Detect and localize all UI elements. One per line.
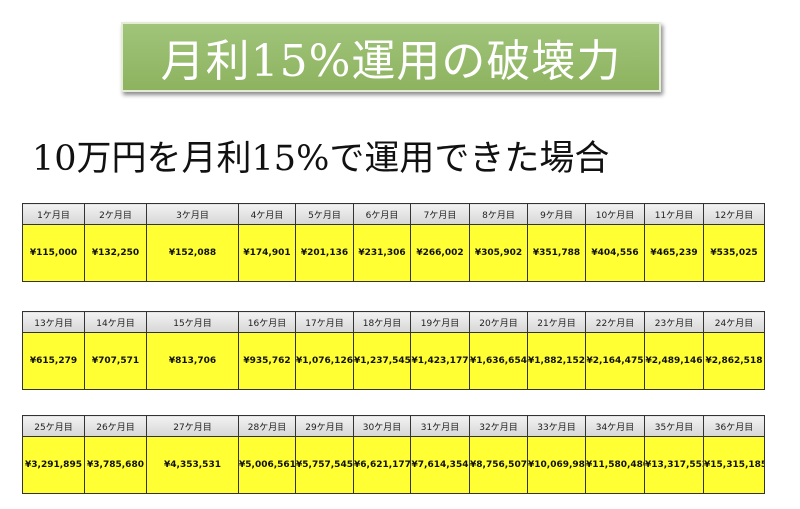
table-value-row: ¥115,000 ¥132,250 ¥152,088 ¥174,901 ¥201… bbox=[22, 224, 765, 282]
month-header-cell: 12ケ月目 bbox=[703, 203, 765, 225]
month-header-cell: 24ケ月目 bbox=[703, 311, 765, 333]
amount-cell: ¥1,423,177 bbox=[410, 332, 470, 390]
month-header-cell: 25ケ月目 bbox=[22, 415, 85, 437]
month-header-cell: 27ケ月目 bbox=[146, 415, 239, 437]
table-header-row: 1ケ月目 2ケ月目 3ケ月目 4ケ月目 5ケ月目 6ケ月目 7ケ月目 8ケ月目 … bbox=[22, 203, 765, 225]
amount-cell: ¥7,614,354 bbox=[410, 436, 470, 494]
amount-cell: ¥3,291,895 bbox=[22, 436, 85, 494]
amount-cell: ¥5,006,561 bbox=[238, 436, 296, 494]
amount-cell: ¥351,788 bbox=[527, 224, 586, 282]
table-value-row: ¥615,279 ¥707,571 ¥813,706 ¥935,762 ¥1,0… bbox=[22, 332, 765, 390]
month-header-cell: 7ケ月目 bbox=[410, 203, 470, 225]
month-header-cell: 33ケ月目 bbox=[527, 415, 586, 437]
amount-cell: ¥1,076,126 bbox=[295, 332, 354, 390]
amount-cell: ¥266,002 bbox=[410, 224, 470, 282]
amount-cell: ¥2,862,518 bbox=[703, 332, 765, 390]
month-header-cell: 9ケ月目 bbox=[527, 203, 586, 225]
month-header-cell: 29ケ月目 bbox=[295, 415, 354, 437]
month-header-cell: 19ケ月目 bbox=[410, 311, 470, 333]
month-header-cell: 1ケ月目 bbox=[22, 203, 85, 225]
month-table-2: 13ケ月目 14ケ月目 15ケ月目 16ケ月目 17ケ月目 18ケ月目 19ケ月… bbox=[22, 311, 765, 390]
month-header-cell: 8ケ月目 bbox=[469, 203, 528, 225]
month-header-cell: 14ケ月目 bbox=[84, 311, 147, 333]
amount-cell: ¥2,164,475 bbox=[585, 332, 645, 390]
amount-cell: ¥132,250 bbox=[84, 224, 147, 282]
amount-cell: ¥1,882,152 bbox=[527, 332, 586, 390]
amount-cell: ¥465,239 bbox=[644, 224, 704, 282]
table-value-row: ¥3,291,895 ¥3,785,680 ¥4,353,531 ¥5,006,… bbox=[22, 436, 765, 494]
month-header-cell: 34ケ月目 bbox=[585, 415, 645, 437]
amount-cell: ¥174,901 bbox=[238, 224, 296, 282]
month-header-cell: 13ケ月目 bbox=[22, 311, 85, 333]
month-header-cell: 35ケ月目 bbox=[644, 415, 704, 437]
amount-cell: ¥2,489,146 bbox=[644, 332, 704, 390]
amount-cell: ¥813,706 bbox=[146, 332, 239, 390]
amount-cell: ¥305,902 bbox=[469, 224, 528, 282]
month-header-cell: 31ケ月目 bbox=[410, 415, 470, 437]
page-title: 月利15%運用の破壊力 bbox=[160, 36, 622, 87]
month-header-cell: 3ケ月目 bbox=[146, 203, 239, 225]
amount-cell: ¥615,279 bbox=[22, 332, 85, 390]
month-header-cell: 30ケ月目 bbox=[353, 415, 411, 437]
title-banner: 月利15%運用の破壊力 bbox=[121, 22, 661, 92]
month-header-cell: 26ケ月目 bbox=[84, 415, 147, 437]
month-table-1: 1ケ月目 2ケ月目 3ケ月目 4ケ月目 5ケ月目 6ケ月目 7ケ月目 8ケ月目 … bbox=[22, 203, 765, 282]
month-header-cell: 22ケ月目 bbox=[585, 311, 645, 333]
amount-cell: ¥1,237,545 bbox=[353, 332, 411, 390]
amount-cell: ¥13,317,552 bbox=[644, 436, 704, 494]
amount-cell: ¥535,025 bbox=[703, 224, 765, 282]
amount-cell: ¥115,000 bbox=[22, 224, 85, 282]
amount-cell: ¥404,556 bbox=[585, 224, 645, 282]
amount-cell: ¥231,306 bbox=[353, 224, 411, 282]
month-header-cell: 16ケ月目 bbox=[238, 311, 296, 333]
month-header-cell: 32ケ月目 bbox=[469, 415, 528, 437]
amount-cell: ¥10,069,983 bbox=[527, 436, 586, 494]
month-header-cell: 18ケ月目 bbox=[353, 311, 411, 333]
month-header-cell: 6ケ月目 bbox=[353, 203, 411, 225]
month-header-cell: 10ケ月目 bbox=[585, 203, 645, 225]
month-table-3: 25ケ月目 26ケ月目 27ケ月目 28ケ月目 29ケ月目 30ケ月目 31ケ月… bbox=[22, 415, 765, 494]
month-header-cell: 28ケ月目 bbox=[238, 415, 296, 437]
amount-cell: ¥15,315,185 bbox=[703, 436, 765, 494]
table-header-row: 25ケ月目 26ケ月目 27ケ月目 28ケ月目 29ケ月目 30ケ月目 31ケ月… bbox=[22, 415, 765, 437]
page-subtitle: 10万円を月利15%で運用できた場合 bbox=[32, 139, 610, 179]
amount-cell: ¥152,088 bbox=[146, 224, 239, 282]
month-header-cell: 17ケ月目 bbox=[295, 311, 354, 333]
amount-cell: ¥1,636,654 bbox=[469, 332, 528, 390]
month-header-cell: 4ケ月目 bbox=[238, 203, 296, 225]
month-header-cell: 2ケ月目 bbox=[84, 203, 147, 225]
amount-cell: ¥6,621,177 bbox=[353, 436, 411, 494]
amount-cell: ¥11,580,480 bbox=[585, 436, 645, 494]
table-header-row: 13ケ月目 14ケ月目 15ケ月目 16ケ月目 17ケ月目 18ケ月目 19ケ月… bbox=[22, 311, 765, 333]
month-header-cell: 20ケ月目 bbox=[469, 311, 528, 333]
month-header-cell: 5ケ月目 bbox=[295, 203, 354, 225]
amount-cell: ¥935,762 bbox=[238, 332, 296, 390]
month-header-cell: 23ケ月目 bbox=[644, 311, 704, 333]
month-header-cell: 36ケ月目 bbox=[703, 415, 765, 437]
amount-cell: ¥707,571 bbox=[84, 332, 147, 390]
month-header-cell: 15ケ月目 bbox=[146, 311, 239, 333]
amount-cell: ¥201,136 bbox=[295, 224, 354, 282]
amount-cell: ¥3,785,680 bbox=[84, 436, 147, 494]
amount-cell: ¥5,757,545 bbox=[295, 436, 354, 494]
month-header-cell: 11ケ月目 bbox=[644, 203, 704, 225]
amount-cell: ¥4,353,531 bbox=[146, 436, 239, 494]
amount-cell: ¥8,756,507 bbox=[469, 436, 528, 494]
month-header-cell: 21ケ月目 bbox=[527, 311, 586, 333]
